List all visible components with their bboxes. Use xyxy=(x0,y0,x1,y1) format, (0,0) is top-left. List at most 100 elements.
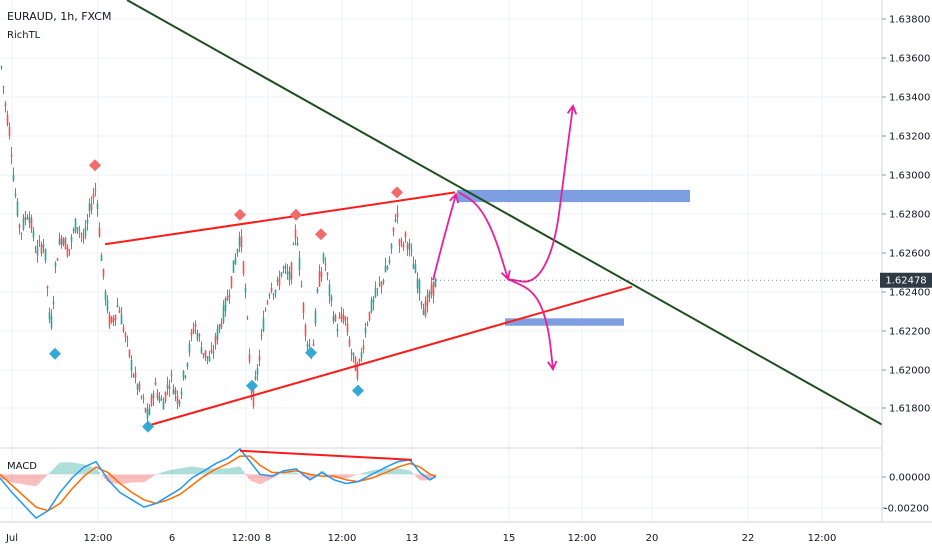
time-tick-label-5: 12:00 xyxy=(328,533,357,544)
candle-body-31 xyxy=(62,238,65,245)
candle-body-53 xyxy=(106,299,109,311)
candle-body-124 xyxy=(248,354,251,362)
arrow-up-to-zone xyxy=(432,194,457,281)
candle-body-95 xyxy=(190,331,193,336)
candle-body-42 xyxy=(84,226,87,236)
trendlines[interactable] xyxy=(104,0,883,427)
candle-body-198 xyxy=(396,212,399,217)
lower-target-zone xyxy=(505,318,624,326)
candle-body-203 xyxy=(406,243,409,250)
candle-body-190 xyxy=(380,281,383,288)
candle-body-136 xyxy=(272,293,275,296)
candle-body-26 xyxy=(52,301,55,304)
candle-body-71 xyxy=(142,397,145,400)
candle-body-107 xyxy=(214,335,217,344)
candle-body-97 xyxy=(194,324,197,328)
candle-body-47 xyxy=(94,189,97,191)
candle-body-184 xyxy=(368,311,371,321)
candle-body-8 xyxy=(16,201,19,216)
candle-body-158 xyxy=(316,288,319,293)
candle-body-69 xyxy=(138,383,141,390)
candle-body-204 xyxy=(408,243,411,250)
candle-body-197 xyxy=(394,219,397,222)
candle-body-160 xyxy=(320,271,323,277)
candle-body-102 xyxy=(204,350,207,358)
candle-body-17 xyxy=(34,251,37,253)
candle-body-175 xyxy=(350,352,353,354)
price-tick-label-6: 1.63000 xyxy=(889,171,930,182)
price-tick-label-2: 1.62200 xyxy=(889,327,930,338)
candle-body-54 xyxy=(108,314,111,326)
candle-body-18 xyxy=(36,246,39,256)
candle-body-186 xyxy=(372,298,375,303)
candle-body-188 xyxy=(376,288,379,290)
candle-body-60 xyxy=(120,313,123,325)
candle-body-138 xyxy=(276,279,279,282)
candle-body-91 xyxy=(182,370,185,379)
candle-body-179 xyxy=(358,358,361,363)
candle-body-23 xyxy=(46,286,49,289)
candle-body-56 xyxy=(112,318,115,323)
pivot-high-marker-3 xyxy=(315,228,327,241)
candle-body-44 xyxy=(88,203,91,212)
candle-body-148 xyxy=(296,243,299,246)
candle-body-156 xyxy=(312,343,315,347)
candle-body-115 xyxy=(230,276,233,288)
candle-body-147 xyxy=(294,229,297,239)
candle-body-210 xyxy=(420,302,423,305)
candle-body-126 xyxy=(252,389,255,407)
candle-body-114 xyxy=(228,295,231,298)
time-tick-label-11: 12:00 xyxy=(808,533,837,544)
candle-body-14 xyxy=(28,216,31,224)
candle-body-202 xyxy=(404,232,407,238)
candle-body-79 xyxy=(158,396,161,402)
arrow-bearish-breakdown xyxy=(507,278,554,370)
candle-body-211 xyxy=(422,309,425,315)
candle-body-20 xyxy=(40,244,43,254)
candle-body-170 xyxy=(340,312,343,320)
candle-body-86 xyxy=(172,389,175,395)
indicator-name: RichTL xyxy=(7,30,41,41)
candle-body-191 xyxy=(382,280,385,283)
time-tick-label-7: 15 xyxy=(503,533,516,544)
arrow-up-to-zone-head xyxy=(449,192,459,204)
pivot-high-marker-4 xyxy=(391,186,403,199)
candle-body-111 xyxy=(222,305,225,323)
candle-body-108 xyxy=(216,329,219,341)
time-tick-label-9: 20 xyxy=(646,533,659,544)
candle-body-171 xyxy=(342,315,345,322)
candle-body-193 xyxy=(386,266,389,270)
candle-body-181 xyxy=(362,345,365,350)
candle-body-168 xyxy=(336,328,339,332)
candle-body-121 xyxy=(242,261,245,274)
candle-body-93 xyxy=(186,363,189,367)
candle-body-145 xyxy=(290,262,293,280)
candle-body-154 xyxy=(308,344,311,346)
price-tick-label-3: 1.62400 xyxy=(889,288,930,299)
candle-body-106 xyxy=(212,351,215,354)
candle-body-55 xyxy=(110,316,113,323)
axis-corner xyxy=(882,536,932,550)
candle-body-105 xyxy=(210,349,213,353)
descending-resistance xyxy=(126,0,883,426)
pivot-low-marker-2 xyxy=(246,379,258,392)
candle-body-128 xyxy=(256,368,259,375)
candle-body-24 xyxy=(48,312,51,320)
projection-arrows xyxy=(432,104,578,372)
pivot-low-marker-0 xyxy=(49,347,61,360)
candle-body-58 xyxy=(116,305,119,307)
candle-body-113 xyxy=(226,295,229,301)
time-tick-label-0: Jul xyxy=(5,533,18,544)
candle-body-64 xyxy=(128,349,131,357)
candle-body-122 xyxy=(244,287,247,293)
candle-body-129 xyxy=(258,355,261,361)
candle-body-142 xyxy=(284,266,287,269)
candle-body-116 xyxy=(232,260,235,273)
candle-body-149 xyxy=(298,257,301,270)
candle-body-67 xyxy=(134,372,137,378)
candle-body-38 xyxy=(76,227,79,230)
candle-body-43 xyxy=(86,219,89,224)
legend: EURAUD, 1h, FXCM RichTL MACD xyxy=(7,10,111,472)
